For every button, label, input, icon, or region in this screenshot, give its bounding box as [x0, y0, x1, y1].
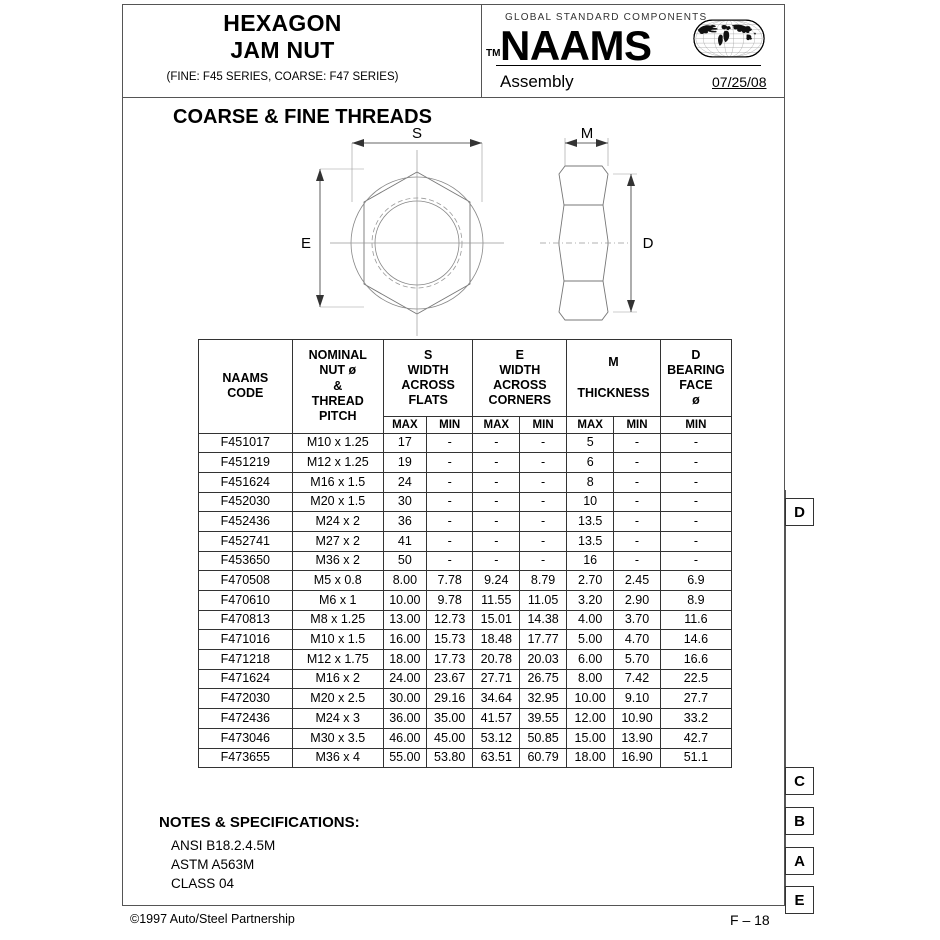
svg-text:S: S — [412, 125, 422, 142]
svg-text:D: D — [643, 235, 654, 252]
svg-text:M: M — [581, 125, 594, 142]
svg-text:E: E — [301, 235, 311, 252]
